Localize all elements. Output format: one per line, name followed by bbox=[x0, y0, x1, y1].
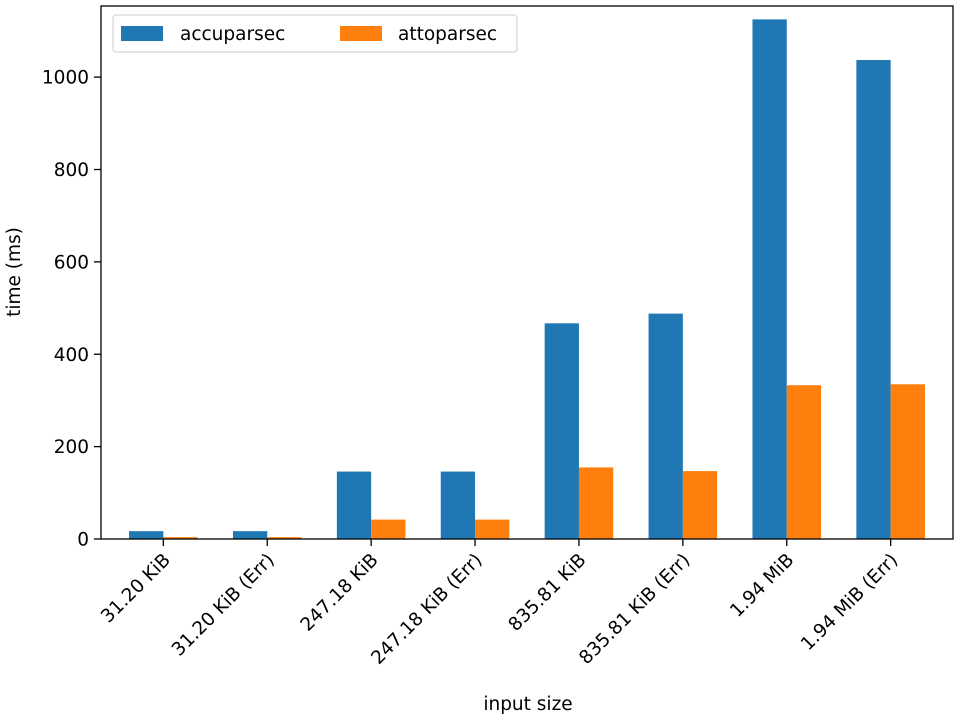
bar-attoparsec-2 bbox=[371, 519, 406, 539]
bar-attoparsec-1 bbox=[267, 537, 302, 539]
y-tick-label-200: 200 bbox=[54, 437, 89, 458]
x-tick-label-5: 835.81 KiB (Err) bbox=[575, 550, 694, 669]
bar-attoparsec-6 bbox=[786, 385, 822, 539]
x-tick-label-3: 247.18 KiB (Err) bbox=[367, 550, 486, 669]
legend-box bbox=[112, 14, 518, 53]
legend-label-accuparsec: accuparsec bbox=[180, 24, 285, 45]
bar-attoparsec-0 bbox=[163, 537, 198, 539]
bar-accuparsec-7 bbox=[856, 60, 891, 539]
x-tick-label-6: 1.94 MiB bbox=[726, 550, 798, 622]
legend-swatch-attoparsec bbox=[340, 26, 382, 41]
y-tick-label-600: 600 bbox=[54, 252, 89, 273]
x-tick-label-7: 1.94 MiB (Err) bbox=[797, 550, 902, 655]
x-axis-label: input size bbox=[483, 694, 572, 715]
bar-accuparsec-1 bbox=[232, 531, 268, 539]
y-tick-label-0: 0 bbox=[77, 530, 89, 551]
x-tick-label-2: 247.18 KiB bbox=[297, 550, 383, 636]
bar-attoparsec-4 bbox=[578, 467, 614, 539]
x-tick-label-1: 31.20 KiB (Err) bbox=[168, 550, 279, 661]
plot-frame bbox=[100, 5, 954, 540]
bar-attoparsec-5 bbox=[682, 471, 718, 539]
x-tick-label-4: 835.81 KiB bbox=[505, 550, 591, 636]
bar-accuparsec-3 bbox=[440, 471, 476, 539]
y-axis-label: time (ms) bbox=[4, 227, 25, 317]
x-tick-label-0: 31.20 KiB bbox=[97, 550, 175, 628]
bar-accuparsec-0 bbox=[129, 531, 164, 539]
bar-attoparsec-7 bbox=[890, 384, 925, 539]
bar-accuparsec-2 bbox=[336, 471, 372, 539]
y-tick-label-400: 400 bbox=[54, 345, 89, 366]
bar-attoparsec-3 bbox=[475, 519, 510, 539]
y-tick-label-800: 800 bbox=[54, 160, 89, 181]
legend-label-attoparsec: attoparsec bbox=[398, 24, 497, 45]
y-axis: 0 200 400 600 800 1000 bbox=[42, 68, 101, 551]
bar-accuparsec-6 bbox=[752, 19, 787, 539]
bars-layer bbox=[129, 19, 925, 539]
bar-accuparsec-4 bbox=[544, 323, 579, 539]
legend: accuparsec attoparsec bbox=[112, 14, 518, 53]
legend-swatch-accuparsec bbox=[121, 26, 163, 41]
y-tick-label-1000: 1000 bbox=[42, 68, 89, 89]
bar-accuparsec-5 bbox=[648, 313, 683, 539]
